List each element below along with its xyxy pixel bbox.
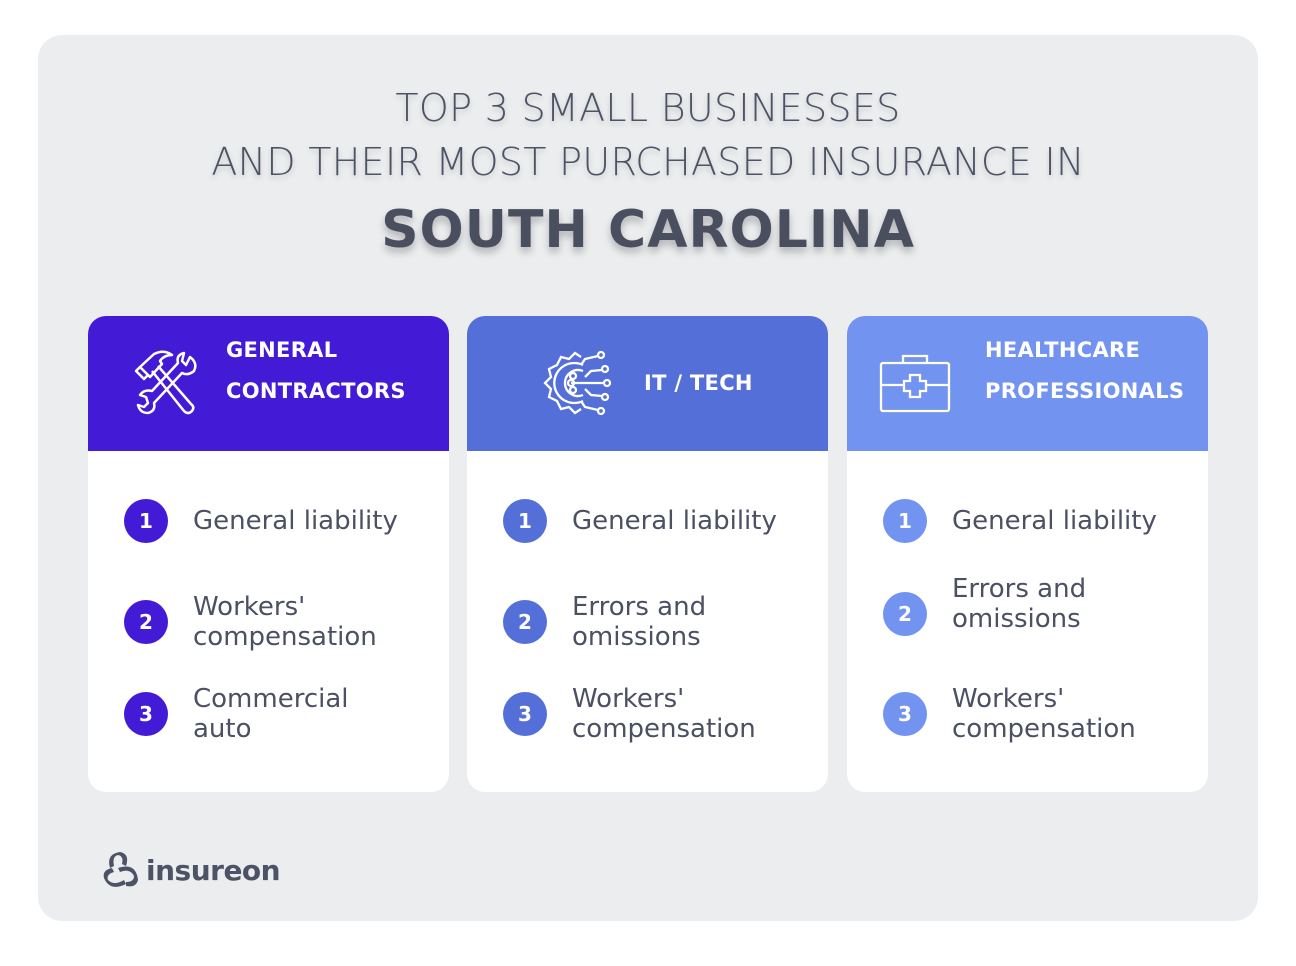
- card-healthcare-professionals: HEALTHCARE PROFESSIONALS 1 General liabil…: [847, 316, 1208, 792]
- card-title-line-1: GENERAL: [226, 338, 338, 362]
- insureon-logo: insureon: [100, 850, 281, 890]
- list-item: 3 Workers' compensation: [503, 684, 792, 744]
- gear-circuit-icon: [543, 350, 611, 416]
- number-badge: 3: [124, 692, 168, 736]
- number-badge: 1: [124, 499, 168, 543]
- list-item: 2 Workers' compensation: [124, 592, 413, 652]
- card-title: HEALTHCARE PROFESSIONALS: [985, 330, 1184, 412]
- list-item: 2 Errors and omissions: [883, 574, 1172, 636]
- number-badge: 1: [883, 499, 927, 543]
- item-label: Errors and omissions: [572, 592, 707, 652]
- list-item: 3 Workers' compensation: [883, 684, 1172, 744]
- item-label: General liability: [952, 506, 1157, 536]
- medical-kit-icon: [879, 354, 951, 413]
- list-item: 1 General liability: [883, 499, 1172, 543]
- card-title: GENERAL CONTRACTORS: [226, 330, 406, 412]
- title-line-1: TOP 3 SMALL BUSINESSES: [395, 86, 901, 130]
- card-it-tech: IT / TECH 1 General liability 2 Errors and…: [467, 316, 828, 792]
- card-header: GENERAL CONTRACTORS: [88, 316, 449, 451]
- item-label: Workers' compensation: [572, 684, 756, 744]
- card-general-contractors: GENERAL CONTRACTORS 1 General liability 2…: [88, 316, 449, 792]
- item-label: Workers' compensation: [952, 684, 1136, 744]
- item-label: Errors and omissions: [952, 574, 1087, 634]
- number-badge: 2: [503, 600, 547, 644]
- item-label: Workers' compensation: [193, 592, 377, 652]
- logo-text: insureon: [146, 853, 281, 887]
- card-header: IT / TECH: [467, 316, 828, 451]
- card-title: IT / TECH: [644, 363, 753, 404]
- item-label: General liability: [193, 506, 398, 536]
- card-title-line-1: IT / TECH: [644, 371, 753, 395]
- insureon-logo-icon: [103, 852, 138, 887]
- number-badge: 3: [503, 692, 547, 736]
- list-item: 3 Commercial auto: [124, 684, 413, 744]
- number-badge: 3: [883, 692, 927, 736]
- item-label: Commercial auto: [193, 684, 349, 744]
- item-label: General liability: [572, 506, 777, 536]
- title-state: SOUTH CAROLINA: [381, 200, 915, 260]
- card-header: HEALTHCARE PROFESSIONALS: [847, 316, 1208, 451]
- list-item: 1 General liability: [124, 499, 413, 543]
- card-title-line-2: PROFESSIONALS: [985, 379, 1185, 403]
- title-line-2: AND THEIR MOST PURCHASED INSURANCE IN: [211, 140, 1085, 184]
- number-badge: 2: [883, 592, 927, 636]
- card-title-line-1: HEALTHCARE: [985, 338, 1141, 362]
- list-item: 2 Errors and omissions: [503, 592, 792, 652]
- number-badge: 1: [503, 499, 547, 543]
- hammer-wrench-icon: [134, 350, 197, 415]
- number-badge: 2: [124, 600, 168, 644]
- card-title-line-2: CONTRACTORS: [226, 379, 406, 403]
- list-item: 1 General liability: [503, 499, 792, 543]
